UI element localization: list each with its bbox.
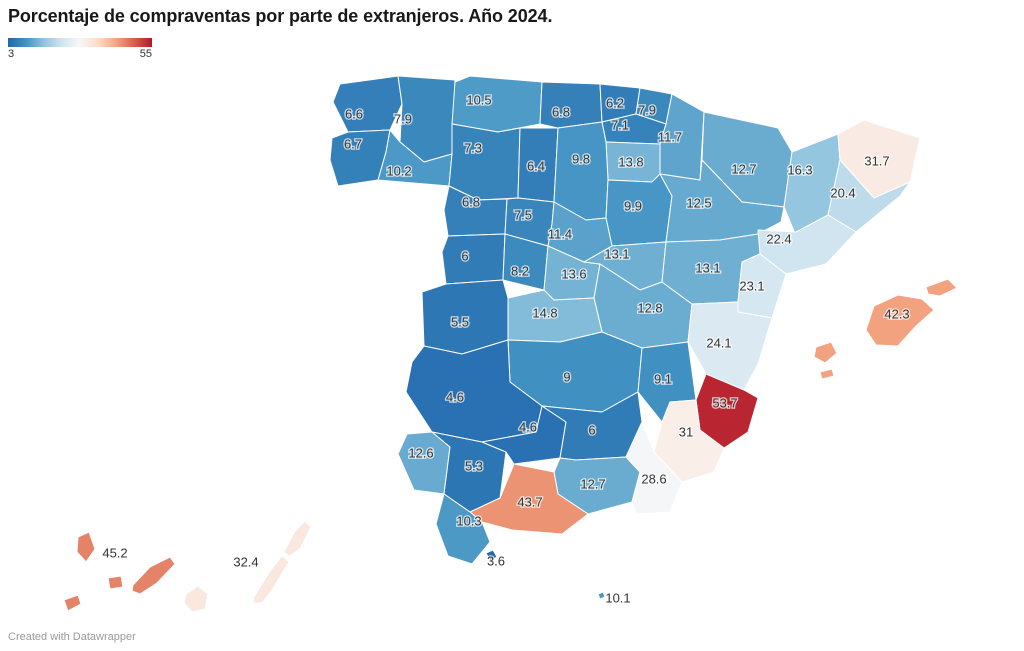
province-value-label: 10.5 xyxy=(466,93,491,108)
province-value-label: 12.7 xyxy=(731,162,756,177)
legend-min-label: 3 xyxy=(8,48,15,60)
province-value-label: 9 xyxy=(563,370,570,385)
province-value-label: 5.3 xyxy=(465,459,483,474)
province-value-label: 12.5 xyxy=(686,196,711,211)
province-salamanca[interactable] xyxy=(441,233,506,285)
province-huelva[interactable] xyxy=(397,431,451,495)
province-cantabria[interactable] xyxy=(539,81,603,129)
province-value-label: 12.6 xyxy=(408,446,433,461)
province-value-label: 3.6 xyxy=(487,554,505,569)
province-a-coruna[interactable] xyxy=(332,75,403,133)
province-sc-tenerife[interactable] xyxy=(63,594,82,612)
province-value-label: 6.2 xyxy=(606,96,624,111)
province-illes-balears[interactable] xyxy=(865,294,935,347)
province-value-label: 7.9 xyxy=(638,103,656,118)
province-value-label: 7.9 xyxy=(394,112,412,127)
province-almeria[interactable] xyxy=(625,421,683,515)
province-value-label: 9.8 xyxy=(572,152,590,167)
province-value-label: 6 xyxy=(588,423,595,438)
province-value-label: 53.7 xyxy=(712,396,737,411)
province-value-label: 13.6 xyxy=(561,267,586,282)
province-value-label: 22.4 xyxy=(766,232,791,247)
province-value-label: 20.4 xyxy=(830,186,855,201)
province-ceuta[interactable] xyxy=(485,549,498,562)
province-las-palmas[interactable] xyxy=(283,520,312,557)
province-value-label: 28.6 xyxy=(641,472,666,487)
province-zaragoza[interactable] xyxy=(659,159,785,243)
province-value-label: 14.8 xyxy=(532,306,557,321)
province-value-label: 6.4 xyxy=(527,159,545,174)
province-value-label: 13.1 xyxy=(695,261,720,276)
province-value-label: 7.1 xyxy=(611,118,629,133)
province-value-label: 6.7 xyxy=(344,137,362,152)
province-value-label: 45.2 xyxy=(102,546,127,561)
province-melilla[interactable] xyxy=(597,591,606,600)
province-value-label: 31 xyxy=(679,425,693,440)
province-value-label: 10.3 xyxy=(456,514,481,529)
province-value-label: 11.4 xyxy=(548,227,572,242)
province-cadiz[interactable] xyxy=(435,493,491,565)
province-las-palmas[interactable] xyxy=(252,555,290,604)
province-value-label: 6.8 xyxy=(552,105,570,120)
province-value-label: 6 xyxy=(461,249,468,264)
province-sc-tenerife[interactable] xyxy=(131,556,176,595)
province-value-label: 42.3 xyxy=(884,307,909,322)
chart-title: Porcentaje de compraventas por parte de … xyxy=(8,6,553,26)
province-leon[interactable] xyxy=(448,123,521,201)
province-value-label: 4.6 xyxy=(446,390,464,405)
province-value-label: 11.7 xyxy=(658,130,682,145)
attribution-link[interactable]: Created with Datawrapper xyxy=(8,631,136,643)
province-value-label: 9.1 xyxy=(654,372,672,387)
province-ourense[interactable] xyxy=(377,129,453,187)
province-burgos[interactable] xyxy=(553,121,609,221)
province-sc-tenerife[interactable] xyxy=(107,575,124,590)
province-value-label: 13.8 xyxy=(618,155,643,170)
legend-gradient-bar xyxy=(8,38,152,47)
province-value-label: 13.1 xyxy=(604,247,629,262)
province-malaga[interactable] xyxy=(469,463,589,535)
province-value-label: 10.1 xyxy=(605,591,630,606)
province-value-label: 12.8 xyxy=(637,301,662,316)
province-value-label: 6.8 xyxy=(462,195,480,210)
province-value-label: 6.6 xyxy=(345,107,363,122)
province-value-label: 9.9 xyxy=(624,199,642,214)
province-illes-balears[interactable] xyxy=(819,368,835,380)
legend-max-label: 55 xyxy=(139,48,152,60)
province-value-label: 8.2 xyxy=(511,264,529,279)
province-sc-tenerife[interactable] xyxy=(76,531,96,563)
province-value-label: 12.7 xyxy=(580,477,605,492)
province-illes-balears[interactable] xyxy=(925,278,958,297)
province-value-label: 10.2 xyxy=(386,164,411,179)
province-las-palmas[interactable] xyxy=(183,585,209,613)
province-value-label: 5.5 xyxy=(451,315,469,330)
province-value-label: 24.1 xyxy=(706,336,731,351)
province-value-label: 7.5 xyxy=(514,208,532,223)
province-value-label: 43.7 xyxy=(517,495,542,510)
province-value-label: 31.7 xyxy=(864,154,889,169)
province-value-label: 16.3 xyxy=(787,163,812,178)
color-legend: 3 55 xyxy=(8,38,152,60)
province-illes-balears[interactable] xyxy=(813,341,838,364)
province-value-label: 32.4 xyxy=(233,555,258,570)
province-value-label: 4.6 xyxy=(519,420,537,435)
province-value-label: 7.3 xyxy=(464,141,482,156)
province-value-label: 23.1 xyxy=(739,279,764,294)
